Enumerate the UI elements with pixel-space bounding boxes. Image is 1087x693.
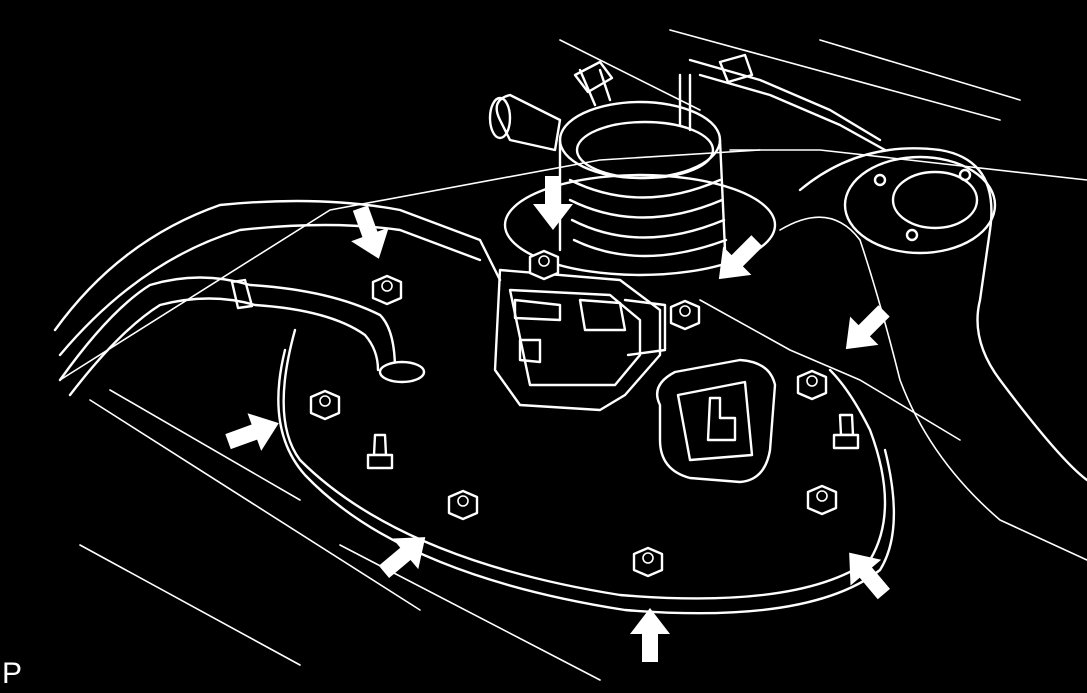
indicator-arrow-8 [849,552,890,600]
retaining-nuts [309,249,838,578]
indicator-arrow-3 [718,235,763,280]
fuel-pump-cover-plate [277,328,896,615]
strut-mount [843,155,997,255]
indicator-arrows [225,176,890,662]
stud-1 [366,433,394,470]
stud-2 [832,413,860,450]
nut-2 [528,249,560,281]
fuel-pump-connector [493,268,667,412]
stud-bolts [366,413,860,470]
indicator-arrow-5 [225,413,279,451]
nut-6 [447,489,479,521]
nut-7 [632,546,664,578]
indicator-arrow-2 [533,176,573,230]
fuel-hoses [53,199,502,397]
indicator-arrow-7 [630,608,670,662]
nut-1 [371,274,403,306]
nut-8 [806,484,838,516]
nut-4 [796,369,828,401]
indicator-arrow-6 [378,537,426,578]
upper-hoses [573,53,887,152]
nut-5 [309,389,341,421]
filler-hose-boot [488,93,777,277]
nut-3 [669,299,701,331]
indicator-arrow-1 [351,205,389,259]
indicator-arrow-4 [845,305,890,350]
figure-code-label: P [2,657,23,690]
sender-gauge-connector [655,358,777,484]
body-panel-lines [59,29,1087,681]
